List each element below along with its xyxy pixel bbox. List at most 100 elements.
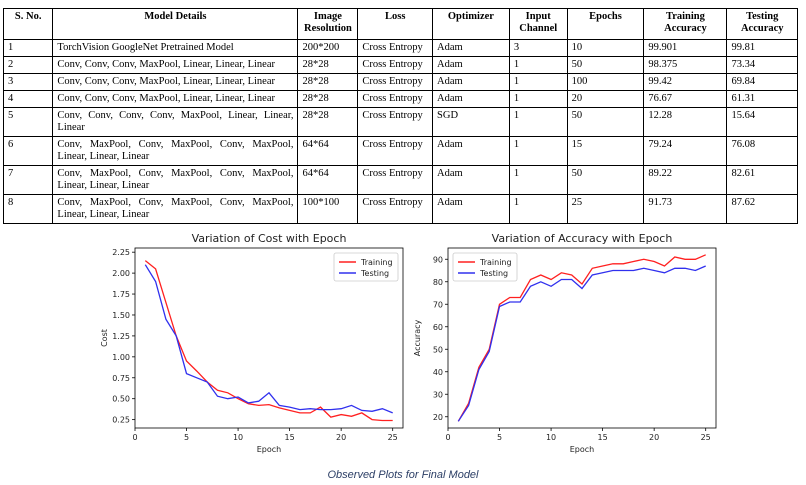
- cell-input-channel: 3: [508, 39, 568, 57]
- cell-optimizer: Adam: [432, 73, 510, 91]
- cell-loss: Cross Entropy: [357, 165, 434, 195]
- cell-image-resolution: 28*28: [297, 56, 359, 74]
- table-header-row: S. No. Model Details Image Resolution Lo…: [2, 8, 798, 40]
- cell-s-no: 6: [2, 136, 54, 166]
- cell-image-resolution: 200*200: [297, 39, 359, 57]
- y-tick-label: 70: [433, 300, 443, 309]
- cell-image-resolution: 64*64: [297, 136, 359, 166]
- y-tick-label: 2.25: [112, 248, 130, 257]
- cell-epochs: 50: [566, 165, 645, 195]
- y-axis-label: Cost: [100, 329, 109, 347]
- cell-input-channel: 1: [508, 194, 568, 224]
- cell-input-channel: 1: [508, 107, 568, 137]
- cell-input-channel: 1: [508, 90, 568, 108]
- cell-training-accuracy: 12.28: [643, 107, 728, 137]
- cell-testing-accuracy: 73.34: [726, 56, 798, 74]
- cell-epochs: 25: [566, 194, 645, 224]
- cell-input-channel: 1: [508, 56, 568, 74]
- cell-loss: Cross Entropy: [357, 107, 434, 137]
- cell-optimizer: Adam: [432, 39, 510, 57]
- cell-training-accuracy: 99.901: [643, 39, 728, 57]
- cell-s-no: 5: [2, 107, 54, 137]
- cell-optimizer: Adam: [432, 90, 510, 108]
- cell-model-details: Conv, MaxPool, Conv, MaxPool, Conv, MaxP…: [52, 136, 299, 166]
- table-row: 1 TorchVision GoogleNet Pretrained Model 2…: [2, 39, 798, 57]
- legend-label-training: Training: [479, 258, 512, 267]
- cell-loss: Cross Entropy: [357, 56, 434, 74]
- x-axis-label: Epoch: [570, 445, 595, 454]
- y-tick-label: 30: [433, 390, 443, 399]
- table-row: 3 Conv, Conv, Conv, MaxPool, Linear, Line…: [2, 73, 798, 91]
- x-tick-label: 5: [184, 433, 189, 442]
- x-tick-label: 15: [285, 433, 295, 442]
- plot-frame: [134, 247, 404, 429]
- y-tick-label: 1.75: [112, 290, 130, 299]
- cell-optimizer: Adam: [432, 194, 510, 224]
- figure-caption: Observed Plots for Final Model: [327, 469, 479, 481]
- chart-title: Variation of Accuracy with Epoch: [492, 232, 673, 245]
- x-tick-label: 0: [445, 433, 450, 442]
- cell-s-no: 1: [2, 39, 54, 57]
- chart-title: Variation of Cost with Epoch: [192, 232, 347, 245]
- header-input-channel: Input Channel: [508, 8, 568, 40]
- y-tick-label: 0.75: [112, 374, 130, 383]
- cell-epochs: 50: [566, 107, 645, 137]
- cell-testing-accuracy: 99.81: [726, 39, 798, 57]
- legend-label-testing: Testing: [360, 269, 389, 278]
- cell-training-accuracy: 99.42: [643, 73, 728, 91]
- cell-model-details: Conv, MaxPool, Conv, MaxPool, Conv, MaxP…: [52, 194, 299, 224]
- table-row: 5 Conv, Conv, Conv, Conv, MaxPool, Linear…: [2, 107, 798, 137]
- series-line-training: [144, 260, 393, 422]
- y-tick-label: 2.00: [112, 269, 130, 278]
- y-tick-label: 20: [433, 413, 443, 422]
- header-optimizer: Optimizer: [432, 8, 510, 40]
- header-training-accuracy: Training Accuracy: [643, 8, 728, 40]
- cell-model-details: TorchVision GoogleNet Pretrained Model: [52, 39, 299, 57]
- header-model-details: Model Details: [52, 8, 299, 40]
- cell-epochs: 15: [566, 136, 645, 166]
- plot-frame: [447, 247, 717, 429]
- table-row: 4 Conv, Conv, Conv, MaxPool, Linear, Line…: [2, 90, 798, 108]
- cell-model-details: Conv, Conv, Conv, MaxPool, Linear, Linea…: [52, 90, 299, 108]
- y-tick-label: 0.50: [112, 395, 130, 404]
- header-loss: Loss: [357, 8, 434, 40]
- y-tick-label: 90: [433, 255, 443, 264]
- y-tick-label: 40: [433, 368, 443, 377]
- legend-box: [452, 252, 518, 282]
- cell-training-accuracy: 76.67: [643, 90, 728, 108]
- accuracy-chart: Variation of Accuracy with Epoch 0 5 10 15 20…: [413, 232, 717, 454]
- cell-testing-accuracy: 61.31: [726, 90, 798, 108]
- y-tick-label: 80: [433, 278, 443, 287]
- series-line-testing: [144, 264, 393, 414]
- cell-image-resolution: 100*100: [297, 194, 359, 224]
- cell-input-channel: 1: [508, 165, 568, 195]
- legend-label-training: Training: [360, 258, 393, 267]
- x-tick-label: 5: [497, 433, 502, 442]
- x-tick-label: 0: [132, 433, 137, 442]
- cell-input-channel: 1: [508, 73, 568, 91]
- cell-model-details: Conv, Conv, Conv, MaxPool, Linear, Linea…: [52, 73, 299, 91]
- table-row: 2 Conv, Conv, Conv, MaxPool, Linear, Line…: [2, 56, 798, 74]
- cell-loss: Cross Entropy: [357, 90, 434, 108]
- cell-s-no: 3: [2, 73, 54, 91]
- cell-optimizer: Adam: [432, 165, 510, 195]
- x-tick-label: 10: [546, 433, 556, 442]
- cell-testing-accuracy: 69.84: [726, 73, 798, 91]
- y-tick-label: 1.00: [112, 353, 130, 362]
- cell-optimizer: Adam: [432, 136, 510, 166]
- cell-model-details: Conv, MaxPool, Conv, MaxPool, Conv, MaxP…: [52, 165, 299, 195]
- series-line-training: [457, 254, 706, 422]
- header-image-resolution: Image Resolution: [297, 8, 359, 40]
- cell-testing-accuracy: 82.61: [726, 165, 798, 195]
- header-epochs: Epochs: [566, 8, 645, 40]
- x-tick-label: 10: [233, 433, 243, 442]
- x-axis-label: Epoch: [257, 445, 282, 454]
- x-tick-label: 15: [598, 433, 608, 442]
- cell-testing-accuracy: 15.64: [726, 107, 798, 137]
- header-s-no: S. No.: [2, 8, 54, 40]
- cell-loss: Cross Entropy: [357, 39, 434, 57]
- cell-input-channel: 1: [508, 136, 568, 166]
- x-tick-label: 25: [701, 433, 711, 442]
- cell-epochs: 20: [566, 90, 645, 108]
- legend-label-testing: Testing: [479, 269, 508, 278]
